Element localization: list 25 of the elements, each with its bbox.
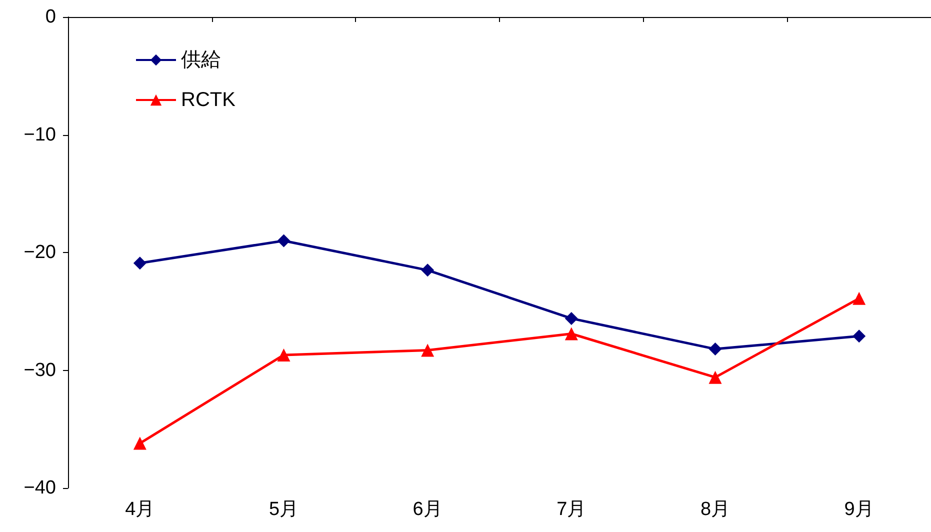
point (421, 344, 434, 357)
y-tick-label: −20 (24, 242, 56, 263)
x-tick-label: 7月 (556, 499, 586, 520)
y-tick-label: −40 (24, 478, 56, 498)
point (708, 370, 722, 384)
point (421, 264, 434, 277)
point (133, 256, 146, 270)
x-tick-label: 6月 (412, 499, 442, 520)
point (277, 348, 290, 362)
point (277, 234, 290, 248)
point (708, 342, 722, 356)
point (133, 436, 146, 450)
x-tick-label: 5月 (268, 499, 299, 520)
x-tick-label: 9月 (844, 499, 874, 520)
point (564, 312, 578, 325)
legend-label: 供給 (181, 49, 221, 71)
y-tick-label: 0 (45, 6, 56, 28)
point (564, 327, 578, 340)
legend-label: RCTK (181, 89, 236, 111)
y-tick-label: −10 (24, 124, 56, 146)
x-tick-label: 8月 (700, 499, 730, 520)
y-tick-label: −30 (24, 360, 56, 381)
point (852, 330, 866, 343)
x-tick-label: 4月 (125, 499, 155, 520)
point (852, 292, 866, 305)
